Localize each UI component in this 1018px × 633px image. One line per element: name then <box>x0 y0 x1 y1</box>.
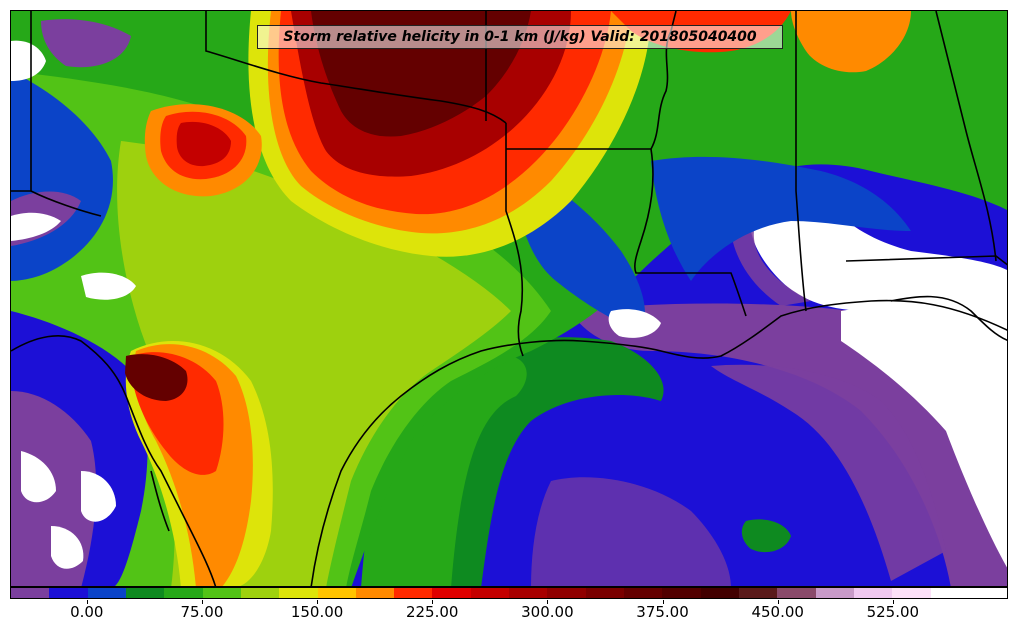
texas-louisiana-border <box>505 123 524 357</box>
colorbar-tick-label: 450.00 <box>751 603 804 621</box>
west-white-blob <box>81 272 136 300</box>
colorbar-tick-label: 150.00 <box>290 603 344 621</box>
colorbar-bin <box>662 588 701 598</box>
colorbar-bin <box>11 588 50 598</box>
map-panel: Storm relative helicity in 0-1 km (J/kg)… <box>10 10 1008 587</box>
west-darkred-cluster <box>176 121 231 167</box>
colorbar-tick-label: 75.00 <box>180 603 224 621</box>
colorbar-tick-label: 0.00 <box>70 603 104 621</box>
texas-oklahoma-border <box>205 11 507 124</box>
colorbar-bin <box>355 588 395 598</box>
colorbar-tick-label: 300.00 <box>521 603 574 621</box>
colorbar-bin <box>892 588 931 598</box>
colorbar-bin <box>394 588 433 598</box>
colorbar-bin <box>585 588 624 598</box>
colorbar-tick <box>317 600 319 604</box>
rio-grande <box>11 335 217 586</box>
colorbar-bin <box>815 588 854 598</box>
colorbar-bin <box>432 588 471 598</box>
colorbar-bin <box>202 588 241 598</box>
gulf-white-patch <box>841 307 1007 568</box>
colorbar-tick-label: 375.00 <box>636 603 689 621</box>
colorbar-bin <box>624 588 663 598</box>
colorbar-bin <box>700 588 739 598</box>
colorbar-bin <box>738 588 778 598</box>
colorbar-bin <box>509 588 548 598</box>
colorbar-tick <box>777 600 779 604</box>
colorbar-bin <box>87 588 126 598</box>
colorbar-tick <box>432 600 434 604</box>
colorbar-bin <box>930 588 969 598</box>
colorbar-bin <box>777 588 816 598</box>
colorbar-tick <box>662 600 664 604</box>
colorbar-bin <box>547 588 586 598</box>
mississippi-alabama-border <box>795 11 807 312</box>
colorbar-bin <box>317 588 356 598</box>
colorbar-labels: 0.00 75.00 150.00 225.00 300.00 375.00 450.00 5… <box>0 600 1018 630</box>
gulf-coastline <box>310 299 1007 586</box>
helicity-map <box>11 11 1007 586</box>
colorbar-tick-label: 525.00 <box>866 603 920 621</box>
colorbar-tick <box>892 600 894 604</box>
colorbar-bin <box>240 588 280 598</box>
florida-bend <box>890 295 1007 341</box>
new-mexico-line <box>30 190 102 217</box>
alabama-georgia-border <box>935 11 997 262</box>
sw-texas-white-2 <box>81 471 116 522</box>
colorbar-bin <box>49 588 88 598</box>
colorbar-tick <box>547 600 549 604</box>
boundary-lines <box>11 11 1007 586</box>
colorbar-tick-label: 225.00 <box>405 603 459 621</box>
colorbar-bin <box>279 588 318 598</box>
mississippi-blue <box>651 156 911 281</box>
mississippi-louisiana-border <box>634 148 747 317</box>
gulf-speckle-purple <box>531 477 731 586</box>
nw-white-patch <box>11 40 46 81</box>
offshore-green-patch <box>741 519 791 553</box>
sw-maroon-cluster <box>125 354 188 401</box>
colorbar-tick <box>201 600 203 604</box>
west-texas-white <box>11 212 61 241</box>
nw-purple-patch <box>41 19 131 68</box>
colorbar <box>10 587 1008 599</box>
colorbar-bin <box>853 588 893 598</box>
florida-state-line <box>845 255 1007 266</box>
sw-texas-white-3 <box>51 526 84 569</box>
gulf-purple-edge <box>711 364 946 581</box>
sw-texas-white-1 <box>21 451 56 503</box>
colorbar-tick <box>86 600 88 604</box>
map-title: Storm relative helicity in 0-1 km (J/kg)… <box>257 25 783 49</box>
colorbar-bin <box>164 588 203 598</box>
border-segment-sw <box>150 470 170 532</box>
colorbar-bin <box>470 588 510 598</box>
colorbar-bin <box>968 588 1008 598</box>
offshore-white-patch <box>608 309 661 338</box>
colorbar-bin <box>125 588 165 598</box>
ne-orange-patch <box>791 11 911 73</box>
